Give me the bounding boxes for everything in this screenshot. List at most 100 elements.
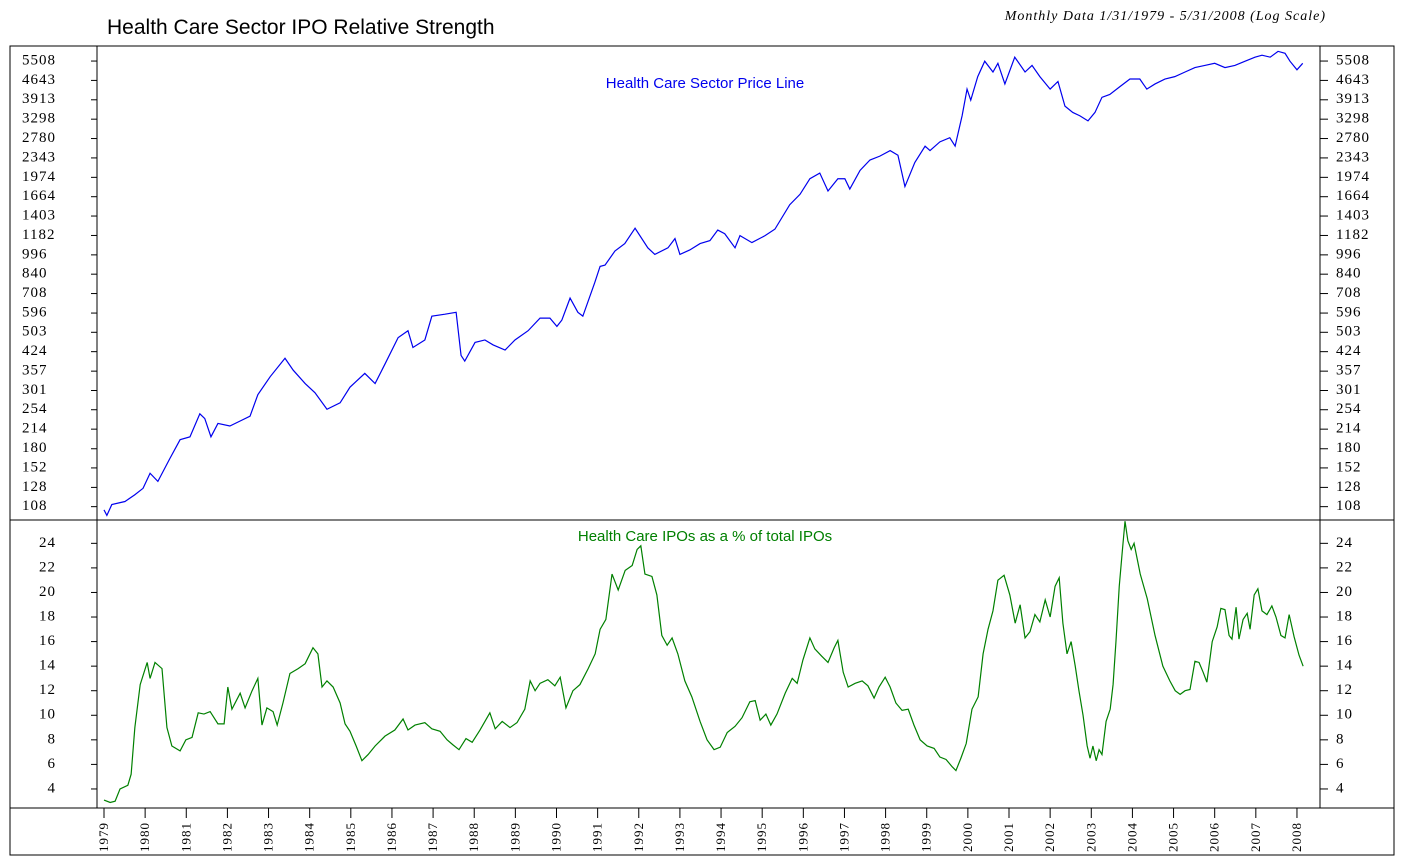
y2-tick-label: 708 [1336,285,1362,301]
x-tick-label: 1981 [178,822,193,852]
y-tick-label: 14 [39,658,56,674]
chart-title: Health Care Sector IPO Relative Strength [107,16,495,39]
y-tick-label: 840 [22,266,48,282]
y-tick-label: 424 [22,343,48,359]
panel-label: Health Care Sector Price Line [606,75,804,92]
y-tick-label: 18 [39,608,56,624]
y2-tick-label: 128 [1336,479,1362,495]
x-tick-label: 2000 [960,822,975,852]
x-tick-label: 1992 [631,822,646,852]
x-tick-label: 1979 [96,822,111,852]
y2-tick-label: 357 [1336,363,1362,379]
chart-subtitle: Monthly Data 1/31/1979 - 5/31/2008 (Log … [1004,9,1326,24]
x-tick-label: 1984 [302,822,317,852]
y-tick-label: 180 [22,440,48,456]
y2-tick-label: 301 [1336,382,1362,398]
y2-tick-label: 503 [1336,324,1362,340]
y2-tick-label: 16 [1336,633,1353,649]
x-tick-label: 1989 [507,822,522,852]
x-tick-label: 1995 [754,822,769,852]
y2-tick-label: 12 [1336,682,1353,698]
y-tick-label: 2780 [22,130,56,146]
y-tick-label: 3913 [22,91,56,107]
y-tick-label: 214 [22,421,48,437]
x-tick-label: 1987 [425,822,440,852]
frame [9,45,1395,856]
y-tick-label: 152 [22,459,48,475]
x-tick-label: 2008 [1289,822,1304,852]
y-tick-label: 254 [22,401,48,417]
data-line [103,521,1304,804]
y2-tick-label: 1403 [1336,207,1370,223]
y-tick-label: 1403 [22,207,56,223]
x-tick-label: 1991 [590,822,605,852]
x-tick-label: 2006 [1207,822,1222,852]
y-tick-label: 357 [22,363,48,379]
y2-tick-label: 3913 [1336,91,1370,107]
y-tick-label: 1664 [22,188,56,204]
y2-tick-label: 180 [1336,440,1362,456]
y2-tick-label: 10 [1336,707,1353,723]
y2-tick-label: 24 [1336,535,1353,551]
y-tick-label: 108 [22,498,48,514]
y2-tick-label: 596 [1336,305,1362,321]
y-tick-label: 20 [39,584,56,600]
y-tick-label: 5508 [22,52,56,68]
y-tick-label: 8 [48,731,57,747]
y-tick-label: 22 [39,559,56,575]
x-tick-label: 2001 [1001,822,1016,852]
x-tick-label: 1996 [795,822,810,852]
y2-tick-label: 2343 [1336,149,1370,165]
y2-tick-label: 152 [1336,459,1362,475]
y2-tick-label: 14 [1336,658,1353,674]
y-tick-label: 1182 [22,227,55,243]
y2-tick-label: 4643 [1336,72,1370,88]
y-tick-label: 2343 [22,149,56,165]
y-tick-label: 1974 [22,169,56,185]
y2-tick-label: 1974 [1336,169,1370,185]
y-tick-label: 301 [22,382,48,398]
y2-tick-label: 108 [1336,498,1362,514]
y2-tick-label: 22 [1336,559,1353,575]
y-tick-label: 503 [22,324,48,340]
y-tick-label: 4 [48,780,57,796]
y-tick-label: 16 [39,633,56,649]
y2-tick-label: 3298 [1336,111,1370,127]
y-tick-label: 128 [22,479,48,495]
y2-tick-label: 214 [1336,421,1362,437]
x-tick-label: 2003 [1083,822,1098,852]
y2-tick-label: 996 [1336,246,1362,262]
x-tick-label: 2007 [1248,822,1263,852]
y2-tick-label: 840 [1336,266,1362,282]
x-tick-label: 1993 [672,822,687,852]
y-tick-label: 24 [39,535,56,551]
y2-tick-label: 5508 [1336,52,1370,68]
x-tick-label: 1988 [466,822,481,852]
x-tick-label: 1990 [548,822,563,852]
y2-tick-label: 6 [1336,756,1345,772]
y-tick-label: 12 [39,682,56,698]
y-tick-label: 10 [39,707,56,723]
y-tick-label: 4643 [22,72,56,88]
y2-tick-label: 20 [1336,584,1353,600]
y2-tick-label: 424 [1336,343,1362,359]
x-tick-label: 1997 [836,822,851,852]
data-line [103,50,1304,517]
x-tick-label: 1986 [384,822,399,852]
y2-tick-label: 2780 [1336,130,1370,146]
y2-tick-label: 8 [1336,731,1345,747]
y-tick-label: 596 [22,305,48,321]
y2-tick-label: 1664 [1336,188,1370,204]
y-tick-label: 3298 [22,111,56,127]
x-tick-label: 1998 [878,822,893,852]
x-tick-label: 1983 [261,822,276,852]
x-tick-label: 2004 [1124,822,1139,852]
x-tick-label: 1994 [713,822,728,852]
x-tick-label: 2002 [1042,822,1057,852]
x-tick-label: 1980 [137,822,152,852]
y-tick-label: 6 [48,756,57,772]
y-tick-label: 996 [22,246,48,262]
y2-tick-label: 1182 [1336,227,1369,243]
y-tick-label: 708 [22,285,48,301]
